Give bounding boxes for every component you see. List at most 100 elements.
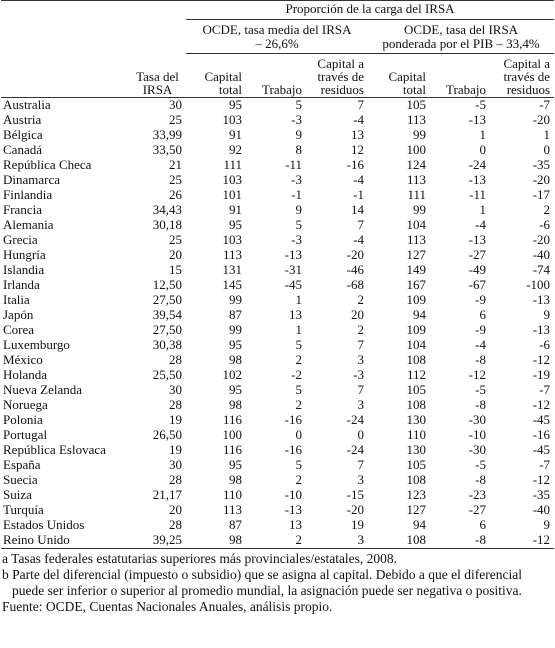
value-cell: 19 — [169, 412, 182, 427]
table-row: Austria 25 103 -3 -4 113 -13 -20 — [1, 113, 554, 128]
value-cell: -17 — [532, 187, 551, 202]
value-cell: -3 — [353, 367, 364, 382]
value-cell: -9 — [475, 322, 486, 337]
table-row: Hungría 20 113 -13 -20 127 -27 -40 — [1, 248, 554, 263]
value-cell: 105 — [406, 382, 427, 397]
value-cell: -12 — [490, 532, 555, 549]
value-cell: -4 — [475, 217, 486, 232]
value-cell: 124 — [406, 157, 427, 172]
value-cell: -19 — [532, 367, 551, 382]
value-cell: 130 — [406, 412, 427, 427]
value-cell: -20 — [346, 502, 364, 517]
country-cell: Estados Unidos — [3, 517, 85, 532]
value-cell: -16 — [532, 427, 551, 442]
value-cell: 103 — [222, 112, 243, 127]
group-header: OCDE, tasa del IRSA ponderada por el PIB… — [368, 19, 555, 54]
value-cell: -27 — [468, 247, 486, 262]
tax-table: Proporción de la carga del IRSA OCDE, ta… — [1, 0, 555, 549]
country-cell: Hungría — [3, 247, 46, 262]
value-cell: -1 — [353, 187, 364, 202]
value-cell: -30 — [468, 412, 486, 427]
value-cell: -23 — [468, 487, 486, 502]
source: Fuente: OCDE, Cuentas Nacionales Anuales… — [2, 598, 333, 614]
value-cell: 28 — [169, 397, 182, 412]
value-cell: 25,50 — [152, 367, 182, 382]
value-cell: 1 — [479, 202, 487, 217]
value-cell: -2 — [291, 367, 302, 382]
value-cell: 103 — [222, 172, 243, 187]
value-cell: -3 — [291, 172, 302, 187]
value-cell: 15 — [169, 262, 182, 277]
value-cell: -8 — [475, 397, 486, 412]
value-cell: -35 — [532, 487, 551, 502]
value-cell: 108 — [406, 352, 427, 367]
value-cell: 0 — [295, 427, 303, 442]
value-cell: 20 — [169, 247, 182, 262]
column-header: Capital total — [186, 53, 246, 98]
value-cell: -13 — [532, 292, 551, 307]
value-cell: 3 — [357, 472, 365, 487]
value-cell: -45 — [284, 277, 302, 292]
group-header: OCDE, tasa media del IRSA – 26,6% — [186, 19, 368, 54]
value-cell: 39,54 — [152, 307, 182, 322]
value-cell: -16 — [284, 412, 302, 427]
footnote: b Parte del diferencial (impuesto o subs… — [2, 567, 555, 599]
value-cell: 127 — [406, 247, 427, 262]
country-cell: Turquía — [3, 502, 44, 517]
country-cell: México — [3, 352, 43, 367]
value-cell: 21 — [169, 157, 182, 172]
value-cell: -16 — [284, 442, 302, 457]
value-cell: 99 — [413, 127, 426, 142]
value-cell: 2 — [543, 202, 551, 217]
value-cell: -31 — [284, 262, 302, 277]
table-row: Islandia 15 131 -31 -46 149 -49 -74 — [1, 263, 554, 278]
value-cell: 102 — [222, 367, 243, 382]
table-row: Japón 39,54 87 13 20 94 6 9 — [1, 308, 554, 323]
value-cell: 26 — [169, 187, 182, 202]
value-cell: 7 — [357, 217, 365, 232]
table-row: Dinamarca 25 103 -3 -4 113 -13 -20 — [1, 173, 554, 188]
value-cell: -4 — [353, 112, 364, 127]
table-row: República Checa 21 111 -11 -16 124 -24 -35 — [1, 158, 554, 173]
country-cell: Holanda — [3, 367, 48, 382]
value-cell: -45 — [532, 442, 551, 457]
value-cell: -46 — [346, 262, 364, 277]
value-cell: 30 — [169, 382, 182, 397]
footnote-marker: a — [2, 550, 8, 566]
country-cell: Luxemburgo — [3, 337, 70, 352]
table-row: Bélgica 33,99 91 9 13 99 1 1 — [1, 128, 554, 143]
value-cell: 111 — [407, 187, 426, 202]
country-cell: Finlandia — [3, 187, 53, 202]
value-cell: 5 — [295, 217, 303, 232]
value-cell: -8 — [430, 532, 490, 549]
value-cell: -24 — [346, 442, 364, 457]
value-cell: 9 — [295, 202, 303, 217]
value-cell: -100 — [526, 277, 551, 292]
value-cell: 30 — [169, 97, 182, 112]
value-cell: 111 — [223, 157, 242, 172]
country-cell: Reino Unido — [1, 532, 131, 549]
value-cell: 25 — [169, 112, 182, 127]
value-cell: 116 — [222, 442, 242, 457]
table-row: Portugal 26,50 100 0 0 110 -10 -16 — [1, 428, 554, 443]
table-row: Suecia 28 98 2 3 108 -8 -12 — [1, 473, 554, 488]
column-header: Capital total — [368, 53, 430, 98]
value-cell: 21,17 — [152, 487, 182, 502]
value-cell: 30,18 — [152, 217, 182, 232]
country-cell: Irlanda — [3, 277, 40, 292]
country-cell: Bélgica — [3, 127, 43, 142]
country-cell: Japón — [3, 307, 34, 322]
value-cell: 25 — [169, 232, 182, 247]
value-cell: -13 — [468, 232, 486, 247]
footnote: a Tasas federales estatutarias superiore… — [2, 551, 555, 567]
value-cell: 28 — [169, 472, 182, 487]
blank-cell — [1, 20, 186, 54]
blank-cell — [1, 53, 131, 98]
value-cell: -11 — [285, 157, 302, 172]
value-cell: 99 — [229, 322, 242, 337]
value-cell: 9 — [543, 517, 551, 532]
value-cell: 104 — [406, 217, 427, 232]
header-row: Proporción de la carga del IRSA — [1, 0, 555, 20]
value-cell: 149 — [406, 262, 427, 277]
